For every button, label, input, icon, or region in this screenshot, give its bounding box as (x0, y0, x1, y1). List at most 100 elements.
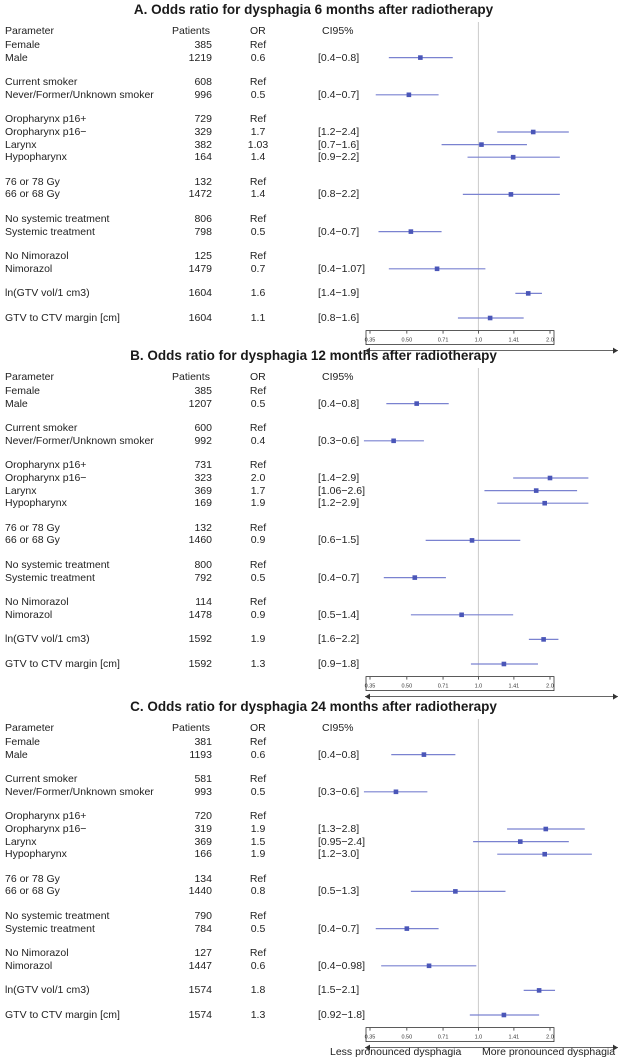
x-tick-label: 1.0 (475, 684, 483, 690)
row-parameter: 66 or 68 Gy (5, 188, 60, 201)
row-patients: 1478 (188, 608, 212, 621)
row-ci: [0.3−0.6] (318, 434, 360, 447)
point-estimate (391, 438, 396, 444)
row-patients: 1592 (188, 633, 212, 646)
row-parameter: Systemic treatment (5, 922, 95, 935)
row-patients: 992 (194, 434, 212, 447)
row-parameter: No Nimorazol (5, 596, 69, 609)
row-parameter: Hypopharynx (5, 848, 67, 861)
row-ci: [1.5−2.1] (318, 984, 360, 997)
row-patients: 1574 (188, 1009, 212, 1021)
row-patients: 1207 (188, 397, 212, 410)
x-tick-label: 1.41 (509, 338, 520, 344)
row-parameter: No systemic treatment (5, 213, 110, 225)
row-parameter: Nimorazol (5, 262, 53, 275)
point-estimate (501, 661, 507, 667)
point-estimate (406, 92, 412, 98)
row-or: 0.5 (250, 922, 266, 935)
x-axis-box (365, 676, 555, 691)
header-ci: CI95% (322, 25, 354, 37)
row-patients: 993 (194, 785, 212, 798)
point-estimate (541, 637, 546, 642)
row-ci: [1.3−2.8] (318, 823, 360, 835)
row-patients: 166 (194, 848, 212, 861)
point-estimate (533, 488, 539, 493)
row-parameter: Never/Former/Unknown smoker (5, 434, 154, 447)
row-patients: 369 (194, 484, 212, 497)
row-parameter: Female (5, 736, 41, 748)
row-ci: [0.5−1.3] (318, 885, 360, 898)
x-tick-label: 0.50 (401, 684, 412, 690)
row-parameter: ln(GTV vol/1 cm3) (5, 287, 90, 300)
row-parameter: Hypopharynx (5, 151, 67, 164)
row-parameter: No systemic treatment (5, 910, 110, 922)
row-patients: 125 (194, 250, 212, 263)
row-parameter: Hypopharynx (5, 497, 67, 510)
point-estimate (536, 988, 542, 993)
row-or: 0.5 (250, 225, 266, 238)
x-tick-label: 2.0 (546, 1035, 554, 1041)
x-tick-label: 1.0 (475, 338, 483, 344)
x-tick-label: 0.50 (401, 338, 412, 344)
point-estimate (459, 612, 464, 618)
row-patients: 1604 (188, 287, 212, 300)
row-patients: 132 (194, 521, 212, 534)
row-parameter: Female (5, 39, 41, 51)
row-or: 1.8 (250, 984, 266, 997)
x-tick-label: 0.50 (401, 1035, 412, 1041)
point-estimate (543, 826, 549, 832)
header-patients: Patients (172, 371, 210, 383)
row-or: 0.5 (250, 397, 266, 410)
row-or: Ref (249, 250, 267, 263)
row-or: Ref (249, 872, 267, 885)
row-patients: 1479 (188, 262, 212, 275)
row-parameter: Oropharynx p16− (5, 126, 87, 138)
row-parameter: Male (5, 748, 28, 761)
arrow-right-head (612, 347, 618, 354)
arrow-right-head (612, 1044, 618, 1051)
row-or: 0.7 (250, 262, 266, 275)
header-parameter: Parameter (5, 722, 55, 734)
row-parameter: Oropharynx p16+ (5, 810, 87, 823)
row-parameter: No Nimorazol (5, 947, 69, 960)
row-or: Ref (249, 596, 267, 609)
row-patients: 114 (195, 596, 212, 609)
row-or: 1.1 (250, 312, 266, 324)
row-patients: 1460 (188, 534, 212, 547)
row-or: Ref (249, 736, 267, 748)
row-ci: [0.4−0.7] (318, 922, 360, 935)
row-or: 0.9 (250, 534, 266, 547)
header-ci: CI95% (322, 722, 354, 734)
row-parameter: Larynx (5, 835, 37, 848)
row-or: Ref (249, 422, 267, 435)
row-or: Ref (249, 113, 267, 126)
row-parameter: 76 or 78 Gy (5, 872, 60, 885)
row-ci: [1.2−3.0] (318, 848, 360, 861)
row-parameter: 66 or 68 Gy (5, 885, 60, 898)
row-ci: [0.7−1.6] (318, 138, 360, 151)
row-parameter: Systemic treatment (5, 225, 95, 238)
row-or: 1.9 (250, 848, 266, 861)
row-patients: 1472 (188, 188, 212, 201)
x-axis-box (365, 330, 555, 345)
row-patients: 1592 (188, 658, 212, 670)
point-estimate (453, 889, 458, 894)
row-or: 1.3 (250, 1009, 266, 1021)
row-patients: 800 (194, 559, 212, 571)
row-parameter: GTV to CTV margin [cm] (5, 658, 120, 670)
x-tick-label: 1.41 (509, 1035, 520, 1041)
point-estimate (530, 129, 536, 135)
point-estimate (525, 291, 531, 296)
header-or: OR (250, 722, 266, 734)
row-or: 1.4 (250, 151, 266, 164)
row-patients: 1447 (188, 959, 212, 972)
x-tick-label: 0.35 (365, 1035, 376, 1041)
row-parameter: Male (5, 397, 28, 410)
row-ci: [1.2−2.4] (318, 126, 360, 138)
row-ci: [0.8−2.2] (318, 188, 360, 201)
row-patients: 169 (194, 497, 212, 510)
row-or: 1.9 (250, 633, 266, 646)
row-or: Ref (249, 947, 267, 960)
row-parameter: No Nimorazol (5, 250, 69, 263)
point-estimate (404, 926, 410, 931)
